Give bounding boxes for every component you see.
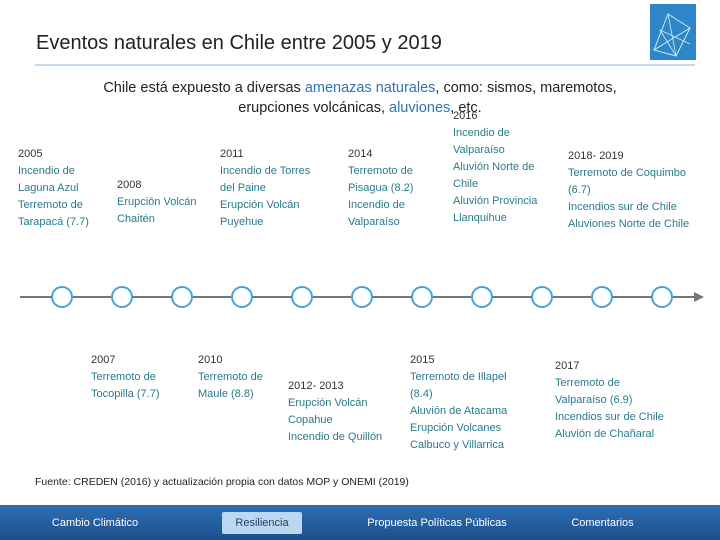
intro-text: , como: sismos, maremotos, (435, 80, 617, 96)
timeline-node (531, 286, 553, 308)
event-year: 2012- 2013 (288, 380, 344, 392)
nav-bar: Cambio Climático Resiliencia Propuesta Pol… (0, 505, 720, 540)
event-text: Incendio de (18, 165, 75, 177)
event-text: Erupción Volcán (220, 199, 300, 211)
event-text: Erupción Volcán (288, 397, 368, 409)
title: Eventos naturales en Chile entre 2005 y … (36, 32, 442, 54)
event-text: Maule (8.8) (198, 388, 254, 400)
intro-text: Chile está expuesto a diversas (103, 80, 305, 96)
event-year: 2005 (18, 148, 43, 160)
event-text: Terremoto de Illapel (410, 371, 507, 383)
event-text: Aluvión Provincia (453, 195, 538, 207)
timeline-node (111, 286, 133, 308)
timeline-node (51, 286, 73, 308)
event-text: Aluvión de Atacama (410, 405, 508, 417)
timeline-node (591, 286, 613, 308)
nav-button[interactable]: Comentarios (571, 517, 634, 529)
event-year: 2017 (555, 360, 580, 372)
timeline-node (351, 286, 373, 308)
intro-text: erupciones volcánicas, (238, 100, 390, 116)
source: Fuente: CREDEN (2016) y actualización pr… (35, 476, 409, 488)
timeline-node (411, 286, 433, 308)
event-text: Terremoto de Coquimbo (568, 167, 687, 179)
event-year: 2007 (91, 354, 116, 366)
event-text: Valparaíso (348, 216, 400, 228)
event: 2014 Terremoto de Pisagua (8.2) Incendio de… (348, 146, 413, 231)
event-text: Tarapacá (7.7) (18, 216, 89, 228)
event: 2015 Terremoto de Illapel (8.4) Aluvión de … (410, 352, 507, 454)
event-text: Llanquihue (453, 212, 507, 224)
event-text: Terremoto de (91, 371, 156, 383)
event-text: Aluvión Norte de (453, 161, 535, 173)
event-year: 2011 (220, 148, 244, 160)
event-text: Terremoto de (18, 199, 83, 211)
nav-button[interactable]: Cambio Climático (51, 517, 139, 529)
event-text: Incendio de (348, 199, 405, 211)
event-text: Erupción Volcanes (410, 422, 502, 434)
event-text: Laguna Azul (18, 182, 79, 194)
event-text: Puyehue (220, 216, 264, 228)
event-text: Incendios sur de Chile (555, 411, 664, 423)
event-text: Incendio de (453, 127, 510, 139)
timeline-node (171, 286, 193, 308)
event-text: Incendio de Torres (220, 165, 311, 177)
event-text: Incendios sur de Chile (568, 201, 677, 213)
event-text: (6.7) (568, 184, 591, 196)
intro-line: erupciones volcánicas, aluviones, etc. (0, 100, 720, 116)
event-text: Valparaíso (453, 144, 505, 156)
event-text: Chile (453, 178, 479, 190)
event: 2005 Incendio de Laguna Azul Terremoto de Ta… (18, 146, 89, 231)
event-text: Aluviones Norte de Chile (568, 218, 690, 230)
event-text: Chaitén (117, 213, 155, 225)
event-text: Erupción Volcán (117, 196, 197, 208)
event-text: del Paine (220, 182, 266, 194)
timeline-node (291, 286, 313, 308)
event: 2018- 2019 Terremoto de Coquimbo (6.7) Ince… (568, 148, 689, 233)
intro-text: , etc. (450, 100, 482, 116)
event-text: Tocopilla (7.7) (91, 388, 160, 400)
event-year: 2016 (453, 110, 478, 122)
event-text: Pisagua (8.2) (348, 182, 414, 194)
timeline (20, 286, 704, 308)
event-text: (8.4) (410, 388, 433, 400)
event: 2010 Terremoto de Maule (8.8) (198, 352, 263, 403)
event-text: Valparaíso (6.9) (555, 394, 633, 406)
event-text: Calbuco y Villarrica (410, 439, 504, 451)
intro-text: aluviones (389, 100, 451, 116)
event-text: Incendio de Quillón (288, 431, 383, 443)
event-text: Terremoto de (348, 165, 413, 177)
intro-text: amenazas naturales (304, 80, 436, 96)
timeline-node (231, 286, 253, 308)
event-text: Copahue (288, 414, 333, 426)
timeline-node (471, 286, 493, 308)
event: 2007 Terremoto de Tocopilla (7.7) (91, 352, 159, 403)
event-year: 2015 (410, 354, 435, 366)
event-text: Terremoto de (555, 377, 620, 389)
event-text: Terremoto de (198, 371, 263, 383)
event: 2008 Erupción Volcán Chaitén (117, 177, 197, 228)
event: 2016 Incendio de Valparaíso Aluvión Norte d… (453, 108, 537, 227)
event: 2017 Terremoto de Valparaíso (6.9) Incendio… (555, 358, 664, 443)
event-text: Aluvión de Chañaral (555, 428, 655, 440)
intro-line: Chile está expuesto a diversas amenazas … (0, 80, 720, 96)
event: 2012- 2013 Erupción Volcán Copahue Incendio… (288, 378, 382, 446)
event: 2011 Incendio de Torres del Paine Erupción … (220, 146, 310, 231)
timeline-node (651, 286, 673, 308)
event-year: 2014 (348, 148, 373, 160)
event-year: 2008 (117, 179, 142, 191)
logo (650, 4, 696, 60)
nav-button[interactable]: Propuesta Políticas Públicas (367, 517, 507, 529)
timeline-arrow (694, 292, 704, 302)
event-year: 2010 (198, 354, 223, 366)
nav-button[interactable]: Resiliencia (222, 512, 302, 534)
event-year: 2018- 2019 (568, 150, 624, 162)
